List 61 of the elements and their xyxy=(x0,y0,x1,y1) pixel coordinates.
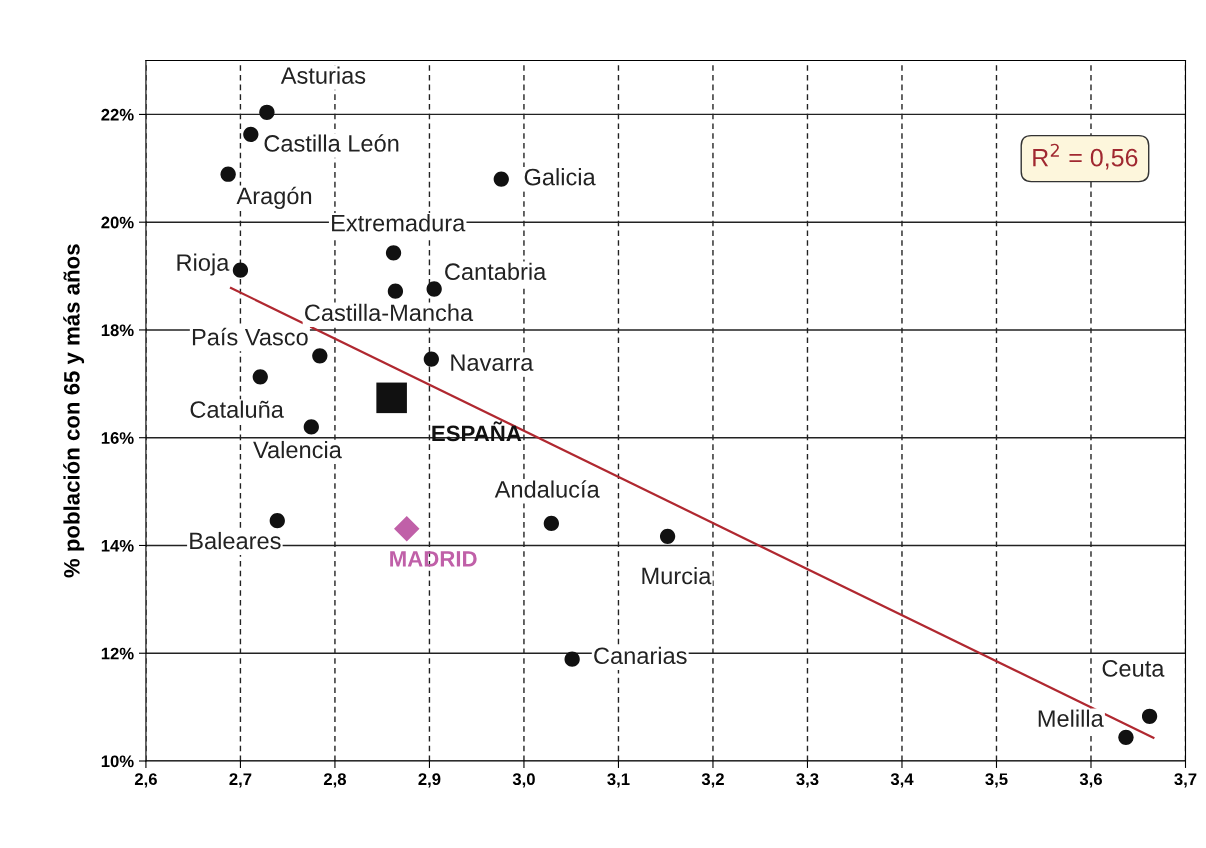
annotation: Cataluña xyxy=(190,400,284,418)
x-tick-label: 3,0 xyxy=(512,773,535,788)
y-tick-label: 18% xyxy=(101,324,134,337)
y-axis-title: % población con 65 y más años xyxy=(63,244,85,578)
y-tick-label: 20% xyxy=(101,216,134,229)
annotation: Castilla-Mancha xyxy=(305,303,474,322)
annotation: Andalucía xyxy=(494,480,600,498)
point xyxy=(243,126,259,142)
annotation: Melilla xyxy=(1038,709,1104,727)
x-tick-label: 3,7 xyxy=(1174,773,1197,788)
annotation: Baleares xyxy=(190,531,281,550)
point xyxy=(1141,708,1158,724)
annotation: País Vasco xyxy=(192,327,308,346)
point xyxy=(543,515,559,532)
x-tick-label: 3,5 xyxy=(985,773,1008,788)
point xyxy=(303,419,319,435)
series-label: MADRID xyxy=(390,551,477,567)
annotation: Extremadura xyxy=(332,214,466,232)
point xyxy=(376,382,407,414)
point xyxy=(387,283,404,299)
y-tick-label: 10% xyxy=(101,755,134,768)
point xyxy=(659,528,676,544)
annotation: Cantabria xyxy=(445,262,547,281)
x-tick-label: 2,8 xyxy=(323,773,347,788)
annotation: Canarias xyxy=(594,646,687,665)
y-tick-label: 22% xyxy=(101,108,134,121)
annotation: Murcia xyxy=(642,566,712,585)
annotation: Galicia xyxy=(524,168,596,186)
x-tick-label: 3,1 xyxy=(607,773,630,788)
x-tick-label: 3,4 xyxy=(890,773,914,788)
point xyxy=(1118,729,1134,745)
point xyxy=(564,651,580,667)
y-tick-label: 16% xyxy=(101,432,134,444)
annotation: Valencia xyxy=(253,440,342,459)
point xyxy=(252,369,268,385)
x-tick-label: 2,6 xyxy=(134,773,157,788)
point xyxy=(426,281,442,297)
point xyxy=(423,351,439,367)
point xyxy=(493,171,509,187)
annotation: Ceuta xyxy=(1102,660,1165,677)
point xyxy=(259,104,275,120)
point xyxy=(385,245,402,261)
point xyxy=(312,348,328,364)
point xyxy=(394,516,420,542)
annotation: Aragón xyxy=(236,186,312,209)
x-tick-label: 2,9 xyxy=(418,773,441,788)
x-tick-label: 2,7 xyxy=(229,773,252,788)
x-tick-label: 3,6 xyxy=(1079,773,1102,788)
x-tick-label: 3,3 xyxy=(796,773,819,788)
annotation: Castilla León xyxy=(264,134,399,152)
y-tick-label: 14% xyxy=(101,539,134,552)
annotation: Navarra xyxy=(451,354,534,371)
point xyxy=(269,513,285,529)
point xyxy=(232,262,249,278)
y-tick-label: 12% xyxy=(101,647,134,660)
annotation: Rioja xyxy=(177,253,230,276)
x-tick-label: 3,2 xyxy=(701,773,724,788)
annotation: R$^{2}$ = 0,56 xyxy=(1033,143,1138,170)
series-label: ESPAÑA xyxy=(432,421,522,442)
annotation: Asturias xyxy=(280,66,366,84)
point xyxy=(220,166,236,182)
